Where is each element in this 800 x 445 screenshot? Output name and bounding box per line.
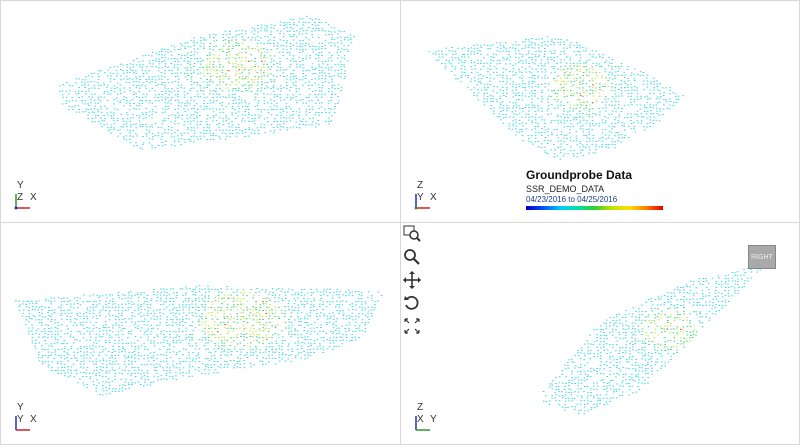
axis-label: X [430,192,437,203]
axis-triad-top-right: Z Y X [404,180,444,214]
axis-triad-top-left: Y Z X [4,180,44,214]
legend-subtitle: SSR_DEMO_DATA [526,184,605,194]
axis-label: Y [417,192,424,203]
legend-title: Groundprobe Data [526,168,633,182]
legend: Groundprobe Data SSR_DEMO_DATA 04/23/201… [526,168,666,210]
view-cube[interactable]: RIGHT [748,245,776,269]
axis-label: X [30,192,37,203]
view-toolbar [402,224,424,339]
axis-label: Z [17,192,24,203]
zoom-window-icon [403,225,421,242]
axis-label: X [417,414,424,425]
pan-icon [403,271,421,289]
axis-arrows-icon [14,194,30,210]
viewport-top-left[interactable] [0,0,401,223]
rotate-button[interactable] [402,293,422,313]
view-cube-label: RIGHT [751,254,773,261]
axis-triad-bottom-right: Z X Y [404,402,444,436]
axis-arrows-icon [415,416,430,431]
zoom-window-button[interactable] [402,224,422,244]
fit-extents-icon [404,318,420,334]
axis-label: X [30,414,37,425]
point-cloud-points [15,15,771,415]
legend-date-range: 04/23/2016 to 04/25/2016 [526,195,618,204]
pan-button[interactable] [402,270,422,290]
axis-label: Y [430,414,437,425]
rotate-icon [404,295,419,310]
color-scale-bar [526,206,663,210]
axis-arrows-icon [414,194,430,210]
axis-triad-bottom-left: Y Y X [4,402,44,436]
axis-label: Z [417,402,424,413]
axis-label: Y [17,402,24,413]
zoom-icon [404,249,420,265]
axis-label: Y [17,414,24,425]
axis-label: Z [417,180,424,191]
axis-label: Y [17,180,24,191]
viewport-bottom-right[interactable] [400,222,800,445]
fit-extents-button[interactable] [402,316,422,336]
zoom-button[interactable] [402,247,422,267]
axis-arrows-icon [15,416,30,431]
